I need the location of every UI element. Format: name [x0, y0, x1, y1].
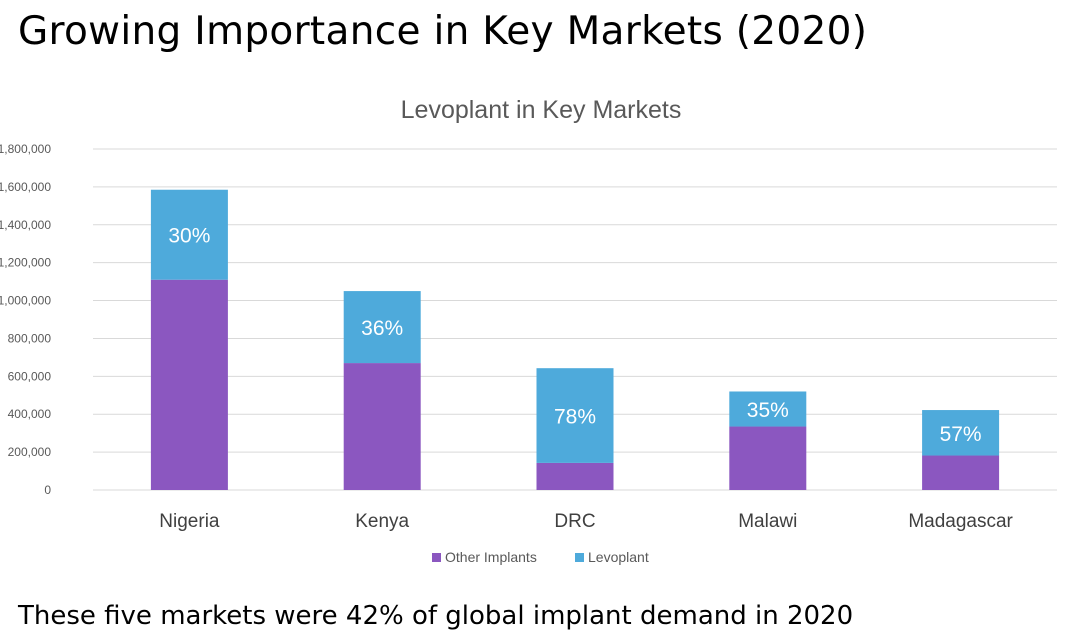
y-tick-label: 600,000 — [8, 369, 52, 383]
gridlines — [93, 148, 1057, 491]
bar-levoplant-drc — [536, 368, 614, 463]
data-label-drc: 78% — [554, 406, 596, 429]
x-tick-label: Nigeria — [159, 511, 220, 532]
x-tick-label: Malawi — [738, 511, 797, 532]
data-label-nigeria: 30% — [168, 225, 210, 248]
bar-other-implants-kenya — [343, 363, 421, 490]
x-axis-tick-labels: Nigeria Kenya DRC Malawi Madagascar — [159, 511, 1013, 532]
legend-label-levoplant: Levoplant — [588, 549, 649, 565]
slide-title: Growing Importance in Key Markets (2020) — [18, 9, 868, 54]
bar-levoplant-nigeria — [150, 189, 228, 280]
bar-other-implants-drc — [536, 462, 614, 490]
bar-levoplant-madagascar — [922, 410, 1000, 456]
data-labels: 30% 36% 78% 35% 57% — [168, 225, 981, 446]
chart-title: Levoplant in Key Markets — [401, 96, 682, 124]
bar-other-implants-nigeria — [150, 279, 228, 490]
data-label-malawi: 35% — [747, 399, 789, 422]
x-tick-label: Kenya — [355, 511, 409, 532]
y-tick-label: 1,200,000 — [0, 256, 51, 270]
legend-swatch-levoplant — [575, 553, 584, 562]
y-tick-label: 1,800,000 — [0, 142, 51, 156]
y-tick-label: 400,000 — [8, 407, 52, 421]
levoplant-stacked-bar-chart: Levoplant in Key Markets 0 200,000 400,000… — [0, 96, 1057, 565]
legend-label-other-implants: Other Implants — [445, 549, 537, 565]
data-label-madagascar: 57% — [940, 423, 982, 446]
y-tick-label: 800,000 — [8, 331, 52, 345]
y-tick-label: 1,000,000 — [0, 294, 51, 308]
x-tick-label: DRC — [554, 511, 595, 532]
bar-levoplant-kenya — [343, 291, 421, 364]
y-tick-label: 1,400,000 — [0, 218, 51, 232]
y-tick-label: 0 — [44, 483, 51, 497]
x-tick-label: Madagascar — [908, 511, 1013, 532]
y-tick-label: 1,600,000 — [0, 180, 51, 194]
y-axis-tick-labels: 0 200,000 400,000 600,000 800,000 1,000,000 1,… — [0, 142, 51, 497]
legend-swatch-other-implants — [432, 553, 441, 562]
bar-other-implants-malawi — [729, 426, 807, 490]
bar-levoplant-malawi — [729, 391, 807, 427]
slide-footer: These five markets were 42% of global im… — [18, 601, 854, 631]
data-label-kenya: 36% — [361, 317, 403, 340]
y-tick-label: 200,000 — [8, 445, 52, 459]
bars — [150, 189, 1000, 490]
bar-other-implants-madagascar — [922, 455, 1000, 490]
legend: Other Implants Levoplant — [432, 549, 649, 565]
